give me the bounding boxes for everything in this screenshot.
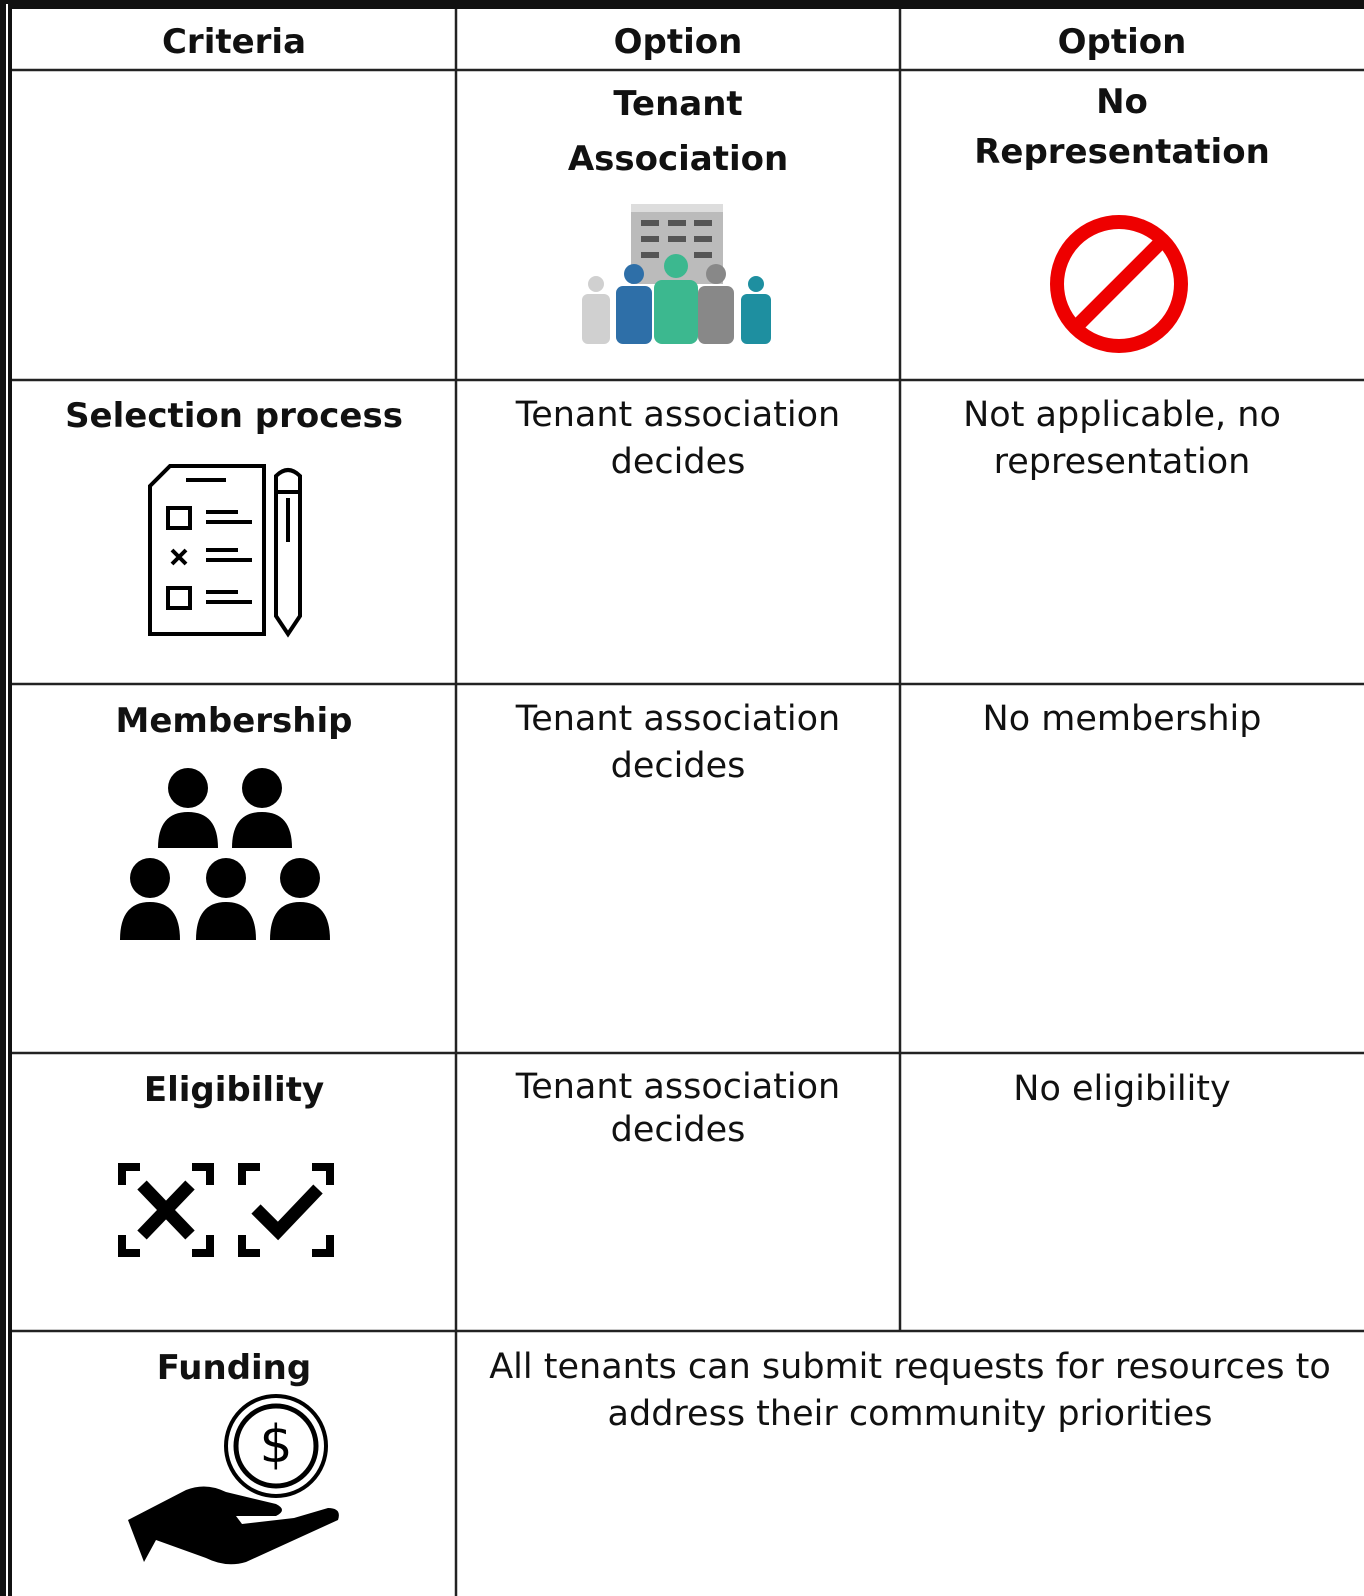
no-sign-icon (1050, 215, 1188, 353)
cell-text: Tenant association decides (515, 699, 841, 786)
option-name: Tenant Association (567, 84, 789, 179)
cell-text: Tenant association decides (515, 395, 841, 482)
option-name: No Representation (974, 82, 1270, 172)
cell-text: No membership (982, 699, 1262, 739)
eligibility-icon (118, 1163, 334, 1257)
cell-text: All tenants can submit requests for reso… (489, 1347, 1331, 1434)
checklist-icon (148, 464, 302, 638)
criterion: Funding (156, 1348, 312, 1388)
cell-text: Not applicable, no representation (963, 395, 1281, 482)
members-icon (120, 768, 330, 940)
cell-text: No eligibility (1013, 1069, 1231, 1109)
svg-text:$: $ (259, 1415, 292, 1475)
tenant-icon (582, 204, 771, 344)
header-cell: Option (1057, 22, 1187, 62)
header-cell: Option (613, 22, 743, 62)
header-cell: Criteria (161, 22, 307, 62)
cell-text: Tenant association decides (515, 1067, 841, 1150)
criterion: Membership (115, 701, 353, 741)
funding-icon: $ (128, 1394, 339, 1565)
criterion: Eligibility (143, 1070, 325, 1110)
criterion: Selection process (65, 396, 403, 436)
